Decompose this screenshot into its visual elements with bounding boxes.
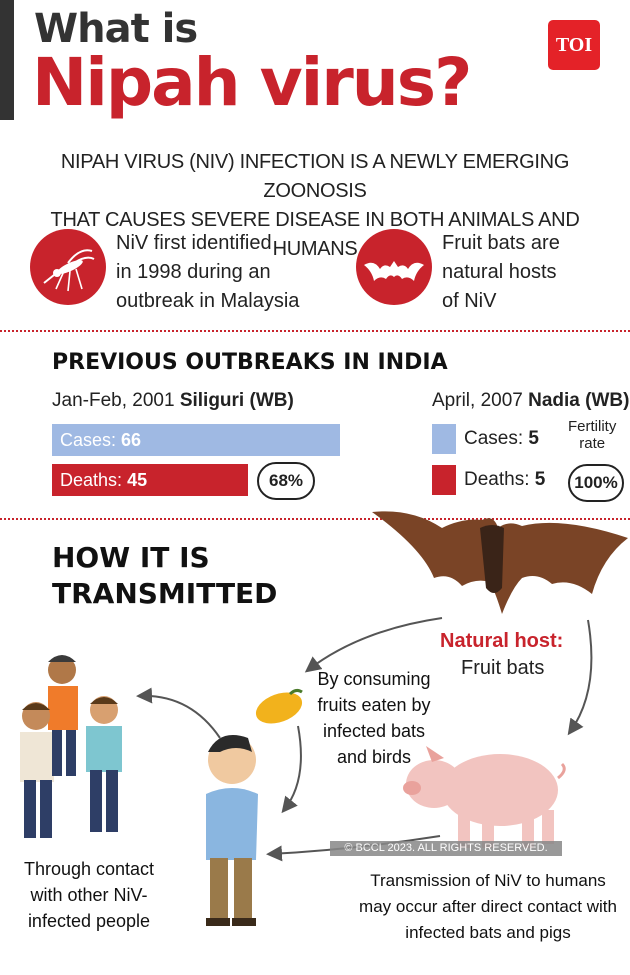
siliguri-place: Siliguri (WB) [179, 390, 294, 411]
fruit-bat-illustration [372, 511, 628, 614]
toi-logo: TOI [548, 20, 600, 70]
sick-person-illustration [206, 735, 258, 926]
nadia-cases-label: Cases: 5 [464, 428, 539, 449]
fact-mosquito: NiV first identified in 1998 during an o… [116, 229, 299, 316]
title-line-1: What is [34, 6, 198, 52]
mango-icon [255, 688, 303, 724]
outbreaks-heading: PREVIOUS OUTBREAKS IN INDIA [52, 350, 448, 375]
siliguri-deaths-label: Deaths: 45 [60, 470, 148, 490]
intro-line-2: THAT CAUSES SEVERE DISEASE IN BOTH ANIMA… [50, 209, 580, 260]
intro-text: NIPAH VIRUS (NIV) INFECTION IS A NEWLY E… [30, 148, 600, 264]
fact-line: NiV first identified [116, 232, 272, 254]
bat-icon [356, 229, 432, 305]
siliguri-cases-bar: Cases: 66 [52, 424, 340, 456]
fact-bat: Fruit bats are natural hosts of NiV [442, 229, 560, 316]
siliguri-date: Jan-Feb, 2001 [52, 390, 175, 411]
header-accent-bar [0, 0, 14, 120]
nadia-place: Nadia (WB) [528, 390, 630, 411]
divider [0, 518, 630, 520]
nadia-title: April, 2007 Nadia (WB) [432, 390, 629, 412]
siliguri-cases-value: 66 [121, 430, 142, 450]
nadia-cases-value: 5 [528, 428, 539, 449]
fact-line: in 1998 during an [116, 261, 271, 283]
fertility-label: Fertility rate [568, 418, 617, 452]
siliguri-deaths-value: 45 [127, 470, 148, 490]
fact-line: Fruit bats are [442, 232, 560, 254]
host-label: Natural host: [440, 630, 564, 652]
host-value: Fruit bats [461, 657, 545, 679]
people-caption: Through contact with other NiV- infected… [23, 859, 155, 931]
siliguri-cases-label: Cases: 66 [60, 430, 142, 450]
copyright-notice: © BCCL 2023. ALL RIGHTS RESERVED. [330, 841, 562, 856]
intro-line-1: NIPAH VIRUS (NIV) INFECTION IS A NEWLY E… [60, 151, 570, 202]
nadia-fatality-badge: 100% [568, 464, 624, 502]
fact-line: of NiV [442, 290, 497, 312]
people-group-illustration [20, 655, 122, 838]
nadia-deaths-value: 5 [534, 469, 546, 490]
fruit-caption: By consuming fruits eaten by infected ba… [317, 669, 431, 767]
siliguri-fatality-badge: 68% [257, 462, 315, 500]
transmission-heading: HOW IT IS TRANSMITTED [52, 541, 278, 610]
siliguri-title: Jan-Feb, 2001 Siliguri (WB) [52, 390, 294, 412]
pig-illustration [403, 746, 566, 848]
fact-line: outbreak in Malaysia [116, 290, 300, 312]
nadia-date: April, 2007 [432, 390, 523, 411]
page-title: Nipah virus? [32, 44, 472, 121]
siliguri-deaths-bar: Deaths: 45 [52, 464, 248, 496]
pig-caption: Transmission of NiV to humans may occur … [359, 871, 617, 942]
divider [0, 330, 630, 332]
nadia-cases-swatch [432, 424, 456, 454]
fact-line: natural hosts [442, 261, 557, 283]
nadia-deaths-label: Deaths: 5 [464, 469, 546, 490]
mosquito-icon [30, 229, 106, 305]
nadia-deaths-swatch [432, 465, 456, 495]
